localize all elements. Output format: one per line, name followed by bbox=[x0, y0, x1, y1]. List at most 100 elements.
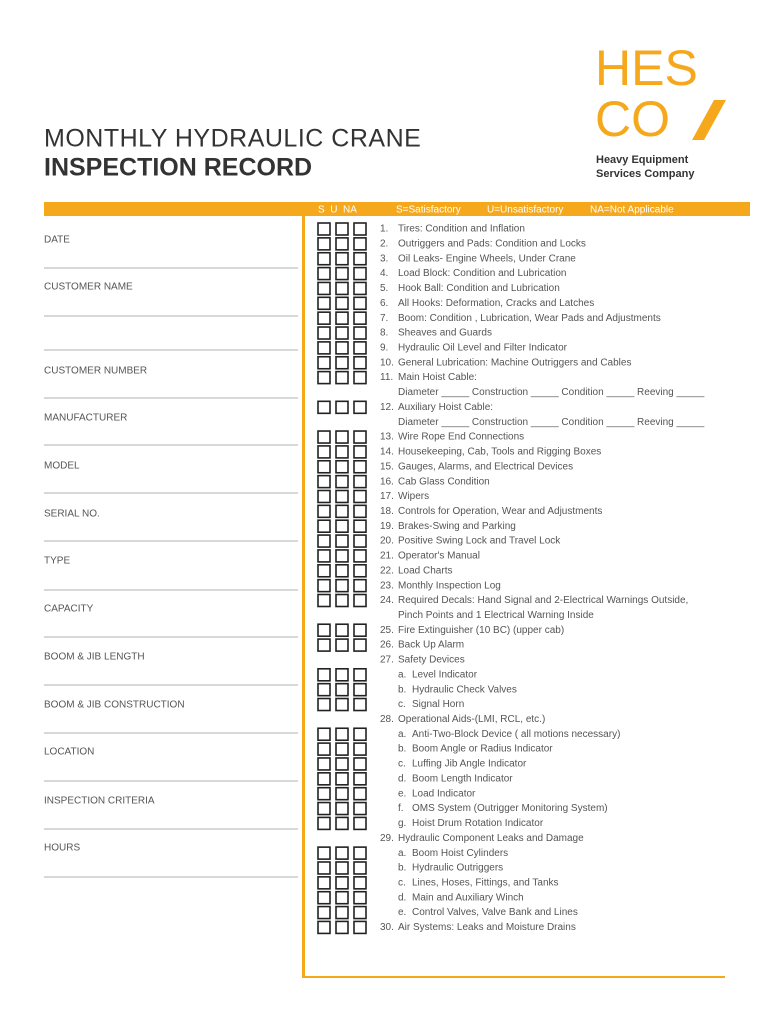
checkbox bbox=[353, 876, 367, 890]
item-number: 9. bbox=[380, 343, 388, 354]
item-text: Operational Aids-(LMI, RCL, etc.) bbox=[398, 714, 545, 725]
company-line2: Services Company bbox=[596, 168, 695, 180]
item-number: 25. bbox=[380, 625, 394, 636]
checkbox bbox=[335, 786, 349, 801]
item-number: 26. bbox=[380, 640, 394, 651]
legend-u: U=Unsatisfactory bbox=[487, 205, 563, 216]
item-text: Hydraulic Component Leaks and Damage bbox=[398, 833, 584, 844]
checkbox bbox=[353, 430, 367, 444]
item-text: Boom Length Indicator bbox=[412, 773, 513, 784]
item-number: 30. bbox=[380, 922, 394, 933]
checkbox bbox=[317, 370, 331, 385]
checkbox bbox=[335, 816, 349, 831]
item-number: a. bbox=[398, 729, 406, 740]
checkbox bbox=[353, 341, 367, 355]
checkbox bbox=[335, 742, 349, 756]
checkbox bbox=[335, 296, 349, 311]
item-number: 2. bbox=[380, 239, 388, 250]
item-text: Tires: Condition and Inflation bbox=[398, 224, 525, 235]
checkbox bbox=[335, 757, 349, 771]
checkbox bbox=[335, 861, 349, 875]
item-number: 15. bbox=[380, 461, 394, 472]
item-text: Luffing Jib Angle Indicator bbox=[412, 759, 527, 770]
checkbox bbox=[317, 266, 331, 281]
checkbox bbox=[317, 742, 331, 756]
checkbox bbox=[317, 549, 331, 563]
item-text: Boom: Condition , Lubrication, Wear Pads… bbox=[398, 313, 661, 324]
checkbox bbox=[317, 355, 331, 370]
item-text: Controls for Operation, Wear and Adjustm… bbox=[398, 506, 602, 517]
legend-s: S=Satisfactory bbox=[396, 205, 461, 216]
checkbox bbox=[353, 445, 367, 459]
checkbox bbox=[335, 281, 349, 296]
checkbox bbox=[335, 667, 349, 682]
checkbox bbox=[335, 445, 349, 459]
item-number: 27. bbox=[380, 655, 394, 666]
field-label: CUSTOMER NUMBER bbox=[44, 366, 147, 377]
checkbox bbox=[335, 890, 349, 905]
checkbox bbox=[317, 876, 331, 890]
checkbox bbox=[317, 296, 331, 311]
item-number: 23. bbox=[380, 580, 394, 591]
checkbox bbox=[317, 727, 331, 742]
item-text: Sheaves and Guards bbox=[398, 328, 492, 339]
checkbox bbox=[317, 251, 331, 266]
checkbox bbox=[353, 251, 367, 266]
item-number: a. bbox=[398, 848, 406, 859]
checkbox bbox=[335, 474, 349, 489]
checkbox bbox=[335, 341, 349, 355]
checkbox bbox=[353, 578, 367, 593]
item-text: Pinch Points and 1 Electrical Warning In… bbox=[398, 610, 594, 621]
item-number: 28. bbox=[380, 714, 394, 725]
item-number: 24. bbox=[380, 595, 394, 606]
item-text: Diameter _____ Construction _____ Condit… bbox=[398, 387, 705, 398]
item-text: Boom Hoist Cylinders bbox=[412, 848, 508, 859]
checkbox bbox=[317, 489, 331, 504]
bottom-rule bbox=[302, 976, 725, 978]
item-number: b. bbox=[398, 863, 406, 874]
checkbox bbox=[353, 489, 367, 504]
item-text: General Lubrication: Machine Outriggers … bbox=[398, 357, 631, 368]
column-heads: S U NA bbox=[318, 205, 357, 216]
checkbox bbox=[317, 474, 331, 489]
item-number: 4. bbox=[380, 268, 388, 279]
item-text: Control Valves, Valve Bank and Lines bbox=[412, 907, 578, 918]
item-text: Hoist Drum Rotation Indicator bbox=[412, 818, 544, 829]
checkbox bbox=[335, 801, 349, 816]
item-text: Load Indicator bbox=[412, 788, 476, 799]
checkbox bbox=[353, 816, 367, 831]
checkbox bbox=[317, 846, 331, 860]
item-number: 20. bbox=[380, 536, 394, 547]
item-text: Operator's Manual bbox=[398, 551, 480, 562]
checkbox bbox=[335, 549, 349, 563]
title-line1: MONTHLY HYDRAULIC CRANE bbox=[44, 125, 421, 153]
checkbox bbox=[353, 549, 367, 563]
checkbox bbox=[317, 757, 331, 771]
field-label: HOURS bbox=[44, 843, 80, 854]
item-text: Wire Rope End Connections bbox=[398, 432, 524, 443]
divider bbox=[302, 202, 305, 978]
checkbox bbox=[335, 876, 349, 890]
item-text: Lines, Hoses, Fittings, and Tanks bbox=[412, 877, 559, 888]
item-number: 29. bbox=[380, 833, 394, 844]
field-label: LOCATION bbox=[44, 747, 94, 758]
checkbox bbox=[353, 474, 367, 489]
checkbox bbox=[353, 667, 367, 682]
item-text: Wipers bbox=[398, 491, 429, 502]
item-number: 16. bbox=[380, 476, 394, 487]
item-number: g. bbox=[398, 818, 406, 829]
checkbox bbox=[353, 801, 367, 816]
checkbox bbox=[353, 727, 367, 742]
checkbox bbox=[353, 742, 367, 756]
checkbox bbox=[335, 697, 349, 712]
checkbox bbox=[335, 459, 349, 474]
checkbox bbox=[317, 578, 331, 593]
checkbox bbox=[335, 534, 349, 548]
checkbox bbox=[335, 504, 349, 519]
item-text: Required Decals: Hand Signal and 2-Elect… bbox=[398, 595, 688, 606]
checkbox bbox=[353, 861, 367, 875]
checkbox bbox=[317, 920, 331, 935]
checkbox bbox=[335, 370, 349, 385]
item-number: e. bbox=[398, 907, 406, 918]
item-text: Anti-Two-Block Device ( all motions nece… bbox=[412, 729, 620, 740]
